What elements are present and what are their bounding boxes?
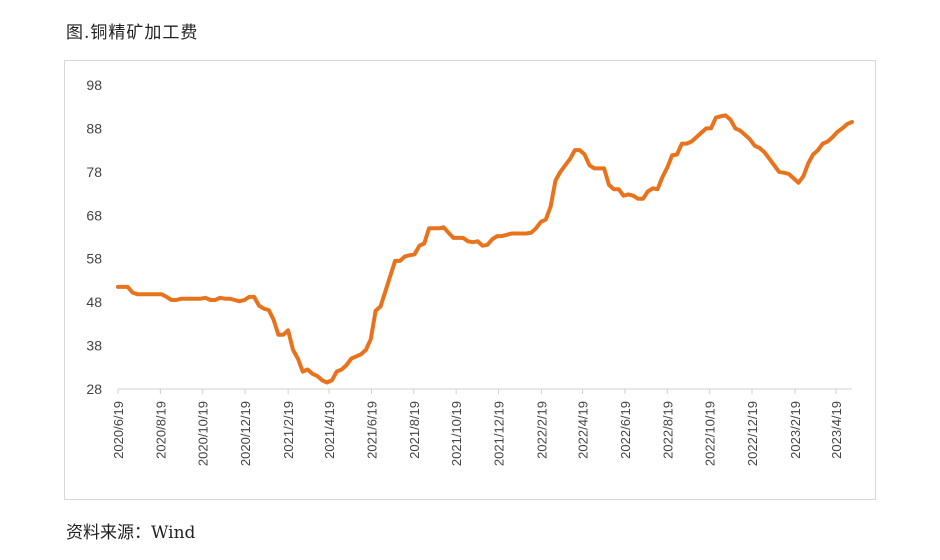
source-note: 资料来源：Wind bbox=[66, 523, 196, 543]
x-tick-label: 2022/10/19 bbox=[703, 401, 718, 466]
x-tick-label: 2023/2/19 bbox=[788, 401, 803, 459]
y-tick-label: 48 bbox=[86, 294, 102, 310]
x-tick-label: 2021/6/19 bbox=[364, 401, 379, 459]
x-tick-label: 2022/6/19 bbox=[618, 401, 633, 459]
x-axis-tick-marks bbox=[117, 389, 837, 394]
x-tick-label: 2022/8/19 bbox=[660, 401, 675, 459]
series-line bbox=[116, 113, 854, 385]
x-tick-label: 2021/8/19 bbox=[407, 401, 422, 459]
x-tick-label: 2020/10/19 bbox=[196, 401, 211, 466]
x-tick-label: 2022/12/19 bbox=[745, 401, 760, 466]
x-tick-label: 2022/4/19 bbox=[576, 401, 591, 459]
x-tick-label: 2021/4/19 bbox=[322, 401, 337, 459]
x-tick-label: 2022/2/19 bbox=[535, 401, 550, 459]
figure-title: 图.铜精矿加工费 bbox=[66, 23, 199, 43]
x-tick-label: 2020/6/19 bbox=[111, 401, 126, 459]
x-tick-label: 2020/8/19 bbox=[153, 401, 168, 459]
y-axis-tick-labels: 28 38 48 58 68 78 88 98 bbox=[86, 77, 102, 397]
y-tick-label: 88 bbox=[86, 120, 102, 136]
y-tick-label: 68 bbox=[86, 207, 102, 223]
x-tick-label: 2021/10/19 bbox=[449, 401, 464, 466]
x-tick-label: 2020/12/19 bbox=[238, 401, 253, 466]
x-axis-tick-labels: 2020/6/19 2020/8/19 2020/10/19 2020/12/19 20… bbox=[111, 401, 844, 466]
y-tick-label: 78 bbox=[86, 164, 102, 180]
x-tick-label: 2023/4/19 bbox=[829, 401, 844, 459]
y-tick-label: 98 bbox=[86, 77, 102, 93]
chart-frame: 28 38 48 58 68 78 88 98 2020/6/19 2020/8/19 2020/… bbox=[64, 60, 876, 500]
x-tick-label: 2021/12/19 bbox=[492, 401, 507, 466]
y-tick-label: 58 bbox=[86, 251, 102, 267]
y-tick-label: 38 bbox=[86, 338, 102, 354]
y-tick-label: 28 bbox=[86, 381, 102, 397]
x-tick-label: 2021/2/19 bbox=[281, 401, 296, 459]
